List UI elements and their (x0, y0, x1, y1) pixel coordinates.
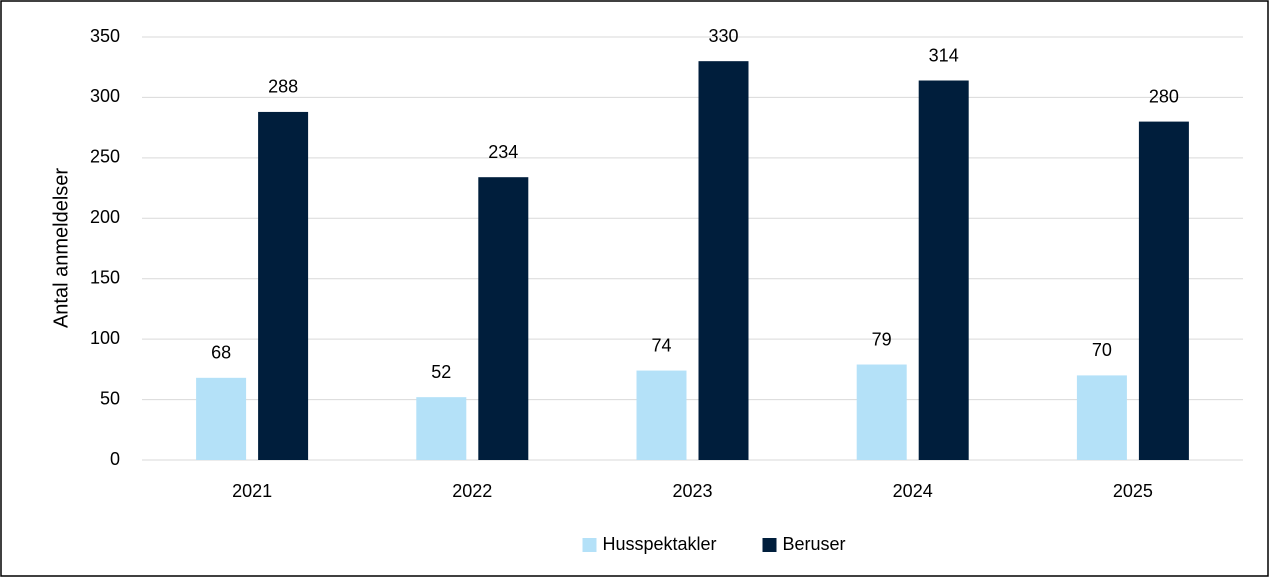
data-label: 330 (708, 26, 738, 46)
bar (918, 80, 969, 460)
x-tick-label: 2022 (452, 481, 492, 501)
x-tick-label: 2021 (232, 481, 272, 501)
y-tick-label: 250 (90, 147, 120, 167)
y-tick-label: 0 (110, 449, 120, 469)
y-tick-label: 100 (90, 328, 120, 348)
data-label: 288 (268, 77, 298, 97)
data-label: 314 (929, 45, 959, 65)
bar (416, 397, 467, 460)
data-label: 280 (1149, 86, 1179, 106)
legend-swatch (582, 538, 597, 552)
legend-swatch (762, 538, 777, 552)
y-axis-label: Antal anmeldelser (50, 168, 72, 328)
data-label: 52 (431, 362, 451, 382)
y-tick-label: 300 (90, 86, 120, 106)
x-tick-label: 2025 (1113, 481, 1153, 501)
y-tick-label: 50 (100, 388, 120, 408)
data-label: 68 (211, 343, 231, 363)
data-label: 74 (651, 335, 671, 355)
data-label: 70 (1092, 340, 1112, 360)
bar (258, 111, 309, 460)
bar (856, 364, 907, 460)
bar (478, 177, 529, 461)
y-tick-label: 350 (90, 26, 120, 46)
data-label: 79 (872, 329, 892, 349)
x-tick-label: 2024 (893, 481, 933, 501)
bar (196, 377, 247, 460)
legend-label: Husspektakler (603, 534, 717, 554)
y-tick-label: 200 (90, 207, 120, 227)
bar (1138, 121, 1189, 460)
bar (636, 370, 687, 460)
bar (1076, 375, 1127, 460)
data-label: 234 (488, 142, 518, 162)
bar (698, 61, 749, 461)
x-tick-label: 2023 (672, 481, 712, 501)
y-tick-label: 150 (90, 267, 120, 287)
legend-label: Beruser (783, 534, 846, 554)
